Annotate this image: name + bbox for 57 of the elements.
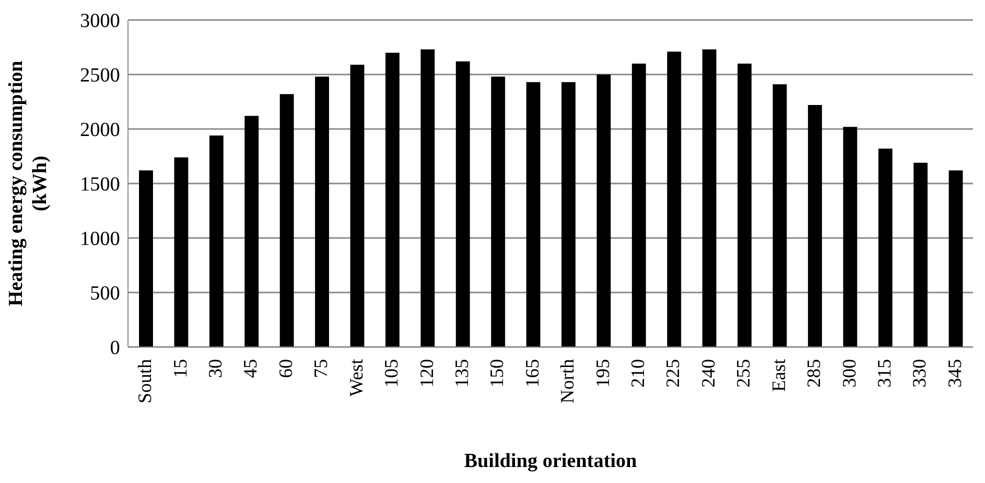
bar [491, 76, 506, 347]
x-tick-label: 240 [698, 359, 720, 388]
bar [914, 162, 928, 347]
bar [562, 82, 576, 347]
x-tick-label: 210 [628, 359, 650, 388]
bar [667, 52, 682, 347]
bar [350, 64, 364, 347]
x-tick-label: 330 [910, 359, 931, 388]
y-tick-label: 2500 [80, 64, 120, 87]
bar [209, 136, 224, 347]
bar [280, 94, 294, 347]
bar [948, 170, 963, 347]
y-tick-label: 3000 [80, 10, 120, 32]
bar [315, 76, 330, 347]
x-tick-label: 255 [734, 359, 755, 388]
x-tick-label: 300 [839, 359, 860, 388]
bar [843, 126, 858, 347]
x-tick-label: East [768, 358, 790, 392]
bar [174, 157, 188, 347]
x-tick-label: 75 [311, 359, 332, 378]
x-tick-label: West [346, 358, 368, 397]
bar [808, 105, 822, 347]
x-axis-title: Building orientation [464, 450, 637, 472]
y-tick-label: 500 [90, 282, 120, 305]
x-tick-label: 15 [170, 359, 192, 378]
bar [244, 116, 259, 347]
x-tick-label: North [558, 358, 579, 404]
y-tick-label: 0 [110, 337, 120, 360]
x-tick-label: 195 [592, 359, 614, 388]
x-tick-label: 60 [276, 359, 297, 378]
x-tick-label: 105 [382, 359, 403, 388]
x-tick-label: 345 [944, 359, 966, 388]
bar [878, 148, 892, 347]
bar [702, 49, 716, 347]
x-tick-label: 120 [416, 359, 438, 388]
y-tick-label: 2000 [80, 119, 120, 142]
x-tick-label: 45 [240, 359, 262, 378]
bar [385, 52, 400, 347]
x-tick-label: 150 [487, 359, 508, 388]
bar [772, 84, 787, 347]
bar [526, 82, 540, 347]
x-tick-label: 30 [206, 359, 227, 378]
x-tick-label: South [135, 358, 156, 404]
x-tick-label: 285 [804, 359, 826, 388]
bar [420, 49, 435, 347]
x-tick-label: 315 [874, 359, 896, 388]
bar [139, 170, 153, 347]
x-tick-label: 135 [452, 359, 473, 388]
y-tick-label: 1000 [80, 228, 120, 250]
x-tick-label: 225 [663, 359, 684, 388]
y-axis-title: Heating energy consumption (kWh) [5, 60, 51, 306]
bar [596, 74, 611, 347]
bar [738, 64, 752, 347]
x-tick-label: 165 [522, 359, 544, 388]
bar [632, 64, 646, 347]
y-tick-label: 1500 [80, 174, 120, 196]
bar [456, 61, 470, 347]
